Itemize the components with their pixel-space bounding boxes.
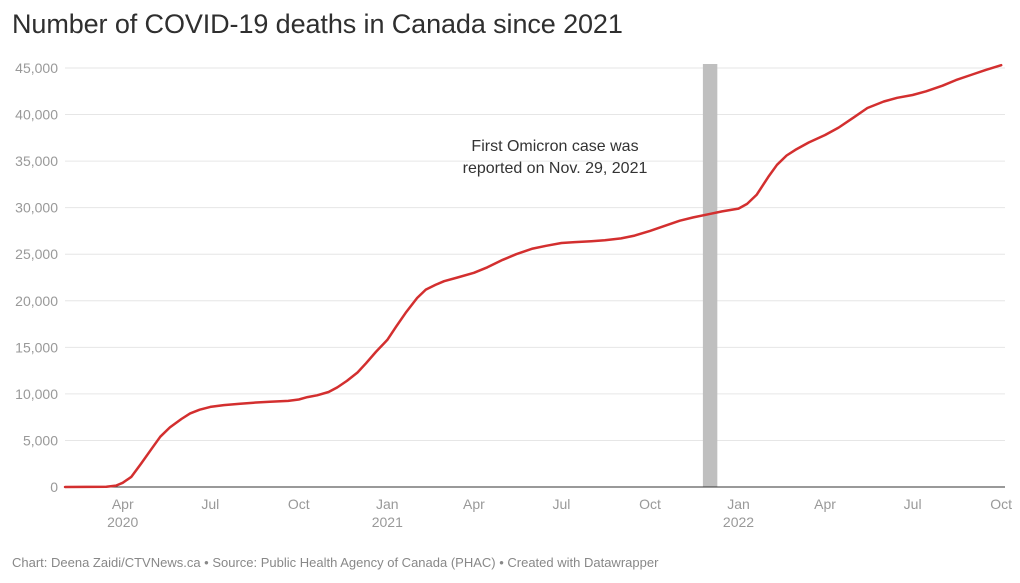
omicron-band — [702, 64, 718, 487]
y-tick-label: 25,000 — [15, 246, 58, 262]
y-tick-label: 20,000 — [15, 293, 58, 309]
x-tick-label: Oct — [639, 496, 661, 512]
x-tick-label: Jan — [376, 496, 399, 512]
annotation-text-line: reported on Nov. 29, 2021 — [463, 160, 648, 177]
chart-footer: Chart: Deena Zaidi/CTVNews.ca • Source: … — [12, 555, 659, 570]
gridlines — [65, 67, 1005, 441]
x-tick-label: Apr — [814, 496, 836, 512]
y-tick-label: 30,000 — [15, 200, 58, 216]
x-tick-label: Jul — [553, 496, 571, 512]
omicron-annotation: First Omicron case was reported on Nov. 2… — [463, 138, 648, 177]
y-tick-label: 15,000 — [15, 339, 58, 355]
y-axis: 0 5,000 10,000 15,000 20,000 25,000 30,000 35,0… — [15, 60, 58, 495]
x-tick-label: Oct — [288, 496, 310, 512]
annotation-text-line: First Omicron case was — [471, 138, 638, 155]
y-tick-label: 5,000 — [23, 432, 58, 448]
x-tick-label: Jul — [904, 496, 922, 512]
x-tick-label: Apr — [463, 496, 485, 512]
x-tick-label: Jul — [201, 496, 219, 512]
x-tick-year-label: 2020 — [107, 514, 138, 530]
x-tick-label: Apr — [112, 496, 134, 512]
y-tick-label: 0 — [50, 479, 58, 495]
x-tick-year-label: 2021 — [372, 514, 403, 530]
x-tick-year-label: 2022 — [723, 514, 754, 530]
y-tick-label: 35,000 — [15, 153, 58, 169]
chart-title: Number of COVID-19 deaths in Canada sinc… — [12, 9, 623, 39]
series-group — [63, 63, 1003, 489]
series-line — [63, 63, 1003, 489]
y-tick-label: 45,000 — [15, 60, 58, 76]
x-tick-label: Jan — [727, 496, 750, 512]
x-tick-label: Oct — [990, 496, 1012, 512]
y-tick-label: 40,000 — [15, 107, 58, 123]
x-axis: Apr 2020 Jul Oct Jan 2021 Apr Jul Oct Jan 2022 Apr J… — [65, 486, 1012, 530]
y-tick-label: 10,000 — [15, 386, 58, 402]
omicron-highlight-band — [702, 64, 718, 487]
